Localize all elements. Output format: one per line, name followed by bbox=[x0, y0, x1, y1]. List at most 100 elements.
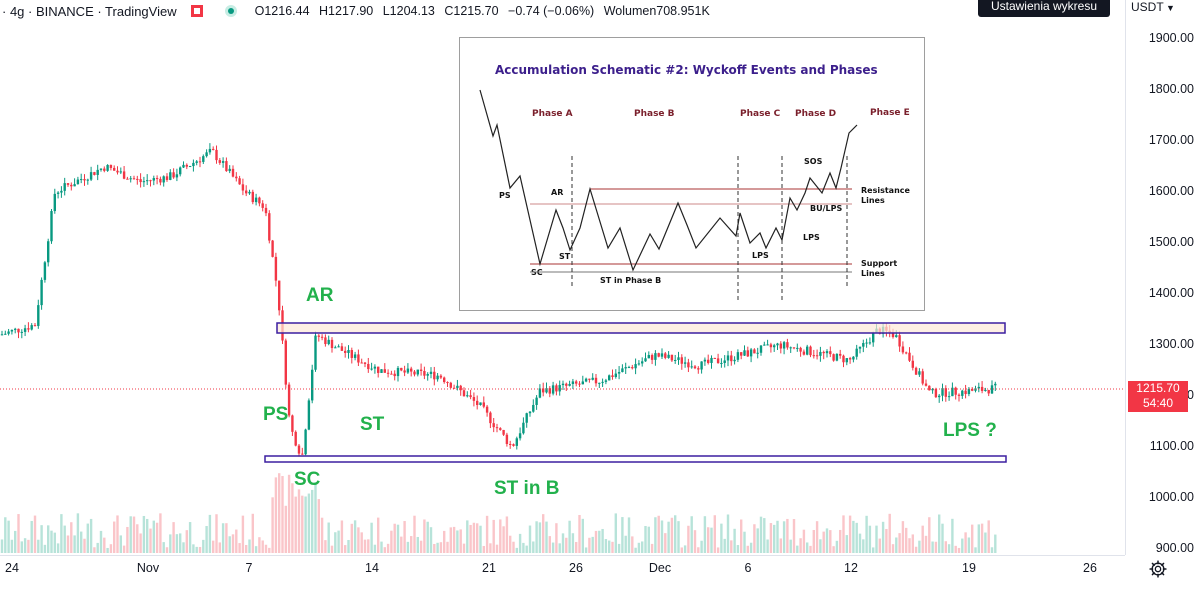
candle-body bbox=[753, 349, 756, 354]
volume-bar bbox=[459, 529, 462, 553]
volume-bar bbox=[578, 514, 581, 553]
chevron-down-icon[interactable]: ▼ bbox=[1166, 3, 1175, 13]
price-axis[interactable] bbox=[1125, 0, 1200, 555]
volume-bar bbox=[690, 516, 693, 553]
candle-body bbox=[122, 171, 126, 179]
candle-body bbox=[96, 169, 99, 175]
symbol-title[interactable]: · 4g · BINANCE · TradingView bbox=[2, 3, 177, 19]
volume-bar bbox=[674, 515, 677, 553]
price-chart[interactable] bbox=[0, 0, 1125, 555]
price-tick: 1300.00 bbox=[1148, 337, 1194, 351]
volume-bar bbox=[967, 537, 971, 553]
volume-bar bbox=[654, 517, 657, 553]
volume-bar bbox=[984, 532, 987, 553]
volume-bar bbox=[703, 516, 707, 553]
volume-bar bbox=[40, 525, 43, 553]
volume-bar bbox=[0, 539, 4, 553]
candle-body bbox=[60, 190, 63, 193]
candlesticks bbox=[0, 143, 997, 457]
volume-bar bbox=[264, 544, 268, 553]
candle-body bbox=[736, 352, 740, 360]
close-key: C bbox=[444, 4, 454, 18]
candle-body bbox=[360, 362, 363, 364]
candle-body bbox=[941, 388, 944, 396]
volume-bar bbox=[248, 539, 251, 553]
candle-body bbox=[538, 388, 542, 398]
volume-bar bbox=[311, 489, 314, 553]
volume-bar bbox=[241, 515, 245, 553]
candle-body bbox=[400, 367, 403, 371]
candle-body bbox=[320, 336, 324, 338]
time-axis[interactable] bbox=[0, 555, 1125, 591]
volume-bar bbox=[944, 541, 947, 553]
candle-body bbox=[40, 279, 43, 306]
volume-bar bbox=[591, 536, 594, 553]
candle-body bbox=[779, 343, 782, 349]
volume-bar bbox=[86, 523, 89, 553]
candle-body bbox=[756, 352, 759, 354]
volume-bar bbox=[594, 530, 598, 553]
volume-bar bbox=[555, 523, 558, 553]
candle-body bbox=[357, 354, 360, 363]
volume-bar bbox=[614, 513, 617, 553]
candle-body bbox=[334, 347, 337, 349]
volume-bars bbox=[0, 473, 997, 553]
volume-bar bbox=[971, 524, 974, 553]
volume-bar bbox=[707, 527, 710, 553]
candle-body bbox=[202, 156, 205, 162]
candle-body bbox=[33, 325, 37, 327]
gear-icon[interactable] bbox=[1148, 559, 1168, 579]
candle-body bbox=[961, 390, 964, 396]
candle-body bbox=[835, 353, 839, 361]
volume-key: Wolumen bbox=[603, 4, 657, 18]
volume-bar bbox=[403, 521, 406, 553]
volume-bar bbox=[202, 539, 205, 553]
candle-body bbox=[436, 375, 439, 380]
candle-body bbox=[373, 366, 377, 369]
candle-body bbox=[17, 328, 20, 333]
volume-bar bbox=[23, 538, 27, 553]
volume-bar bbox=[505, 516, 509, 553]
volume-bar bbox=[806, 542, 809, 553]
volume-bar bbox=[281, 476, 284, 553]
volume-bar bbox=[584, 547, 588, 553]
candle-body bbox=[367, 363, 370, 370]
candle-body bbox=[509, 443, 512, 445]
volume-bar bbox=[604, 539, 608, 553]
candle-body bbox=[268, 213, 271, 241]
candle-body bbox=[472, 397, 476, 401]
candle-body bbox=[86, 179, 89, 181]
chart-header: · 4g · BINANCE · TradingView O1216.44 H1… bbox=[0, 0, 1125, 22]
schematic-phase-dividers bbox=[571, 156, 848, 303]
volume-bar bbox=[502, 526, 505, 553]
candle-body bbox=[660, 353, 664, 357]
candle-body bbox=[634, 364, 637, 369]
chart-settings-button[interactable]: Ustawienia wykresu bbox=[978, 0, 1110, 17]
volume-bar bbox=[142, 515, 146, 553]
volume-bar bbox=[17, 514, 20, 553]
candle-body bbox=[119, 171, 122, 173]
volume-bar bbox=[875, 525, 878, 553]
candle-body bbox=[934, 388, 938, 398]
volume-bar bbox=[373, 544, 377, 553]
candle-body bbox=[594, 377, 598, 384]
volume-bar bbox=[611, 541, 614, 553]
volume-bar bbox=[700, 540, 703, 553]
flag-icon[interactable] bbox=[190, 5, 203, 17]
candle-body bbox=[832, 354, 835, 361]
volume-bar bbox=[334, 532, 337, 553]
volume-bar bbox=[693, 530, 697, 553]
candle-body bbox=[707, 359, 710, 363]
volume-bar bbox=[822, 531, 825, 553]
candle-body bbox=[763, 344, 766, 346]
volume-bar bbox=[119, 535, 122, 553]
volume-bar bbox=[799, 538, 802, 553]
candle-body bbox=[657, 353, 660, 357]
volume-bar bbox=[33, 515, 37, 553]
currency-selector[interactable]: USDT bbox=[1131, 0, 1164, 14]
candle-body bbox=[287, 384, 291, 416]
candle-body bbox=[931, 388, 934, 391]
volume-bar bbox=[914, 546, 918, 553]
label-ar: AR bbox=[306, 285, 334, 306]
bar-countdown: 54:40 bbox=[1142, 396, 1174, 410]
